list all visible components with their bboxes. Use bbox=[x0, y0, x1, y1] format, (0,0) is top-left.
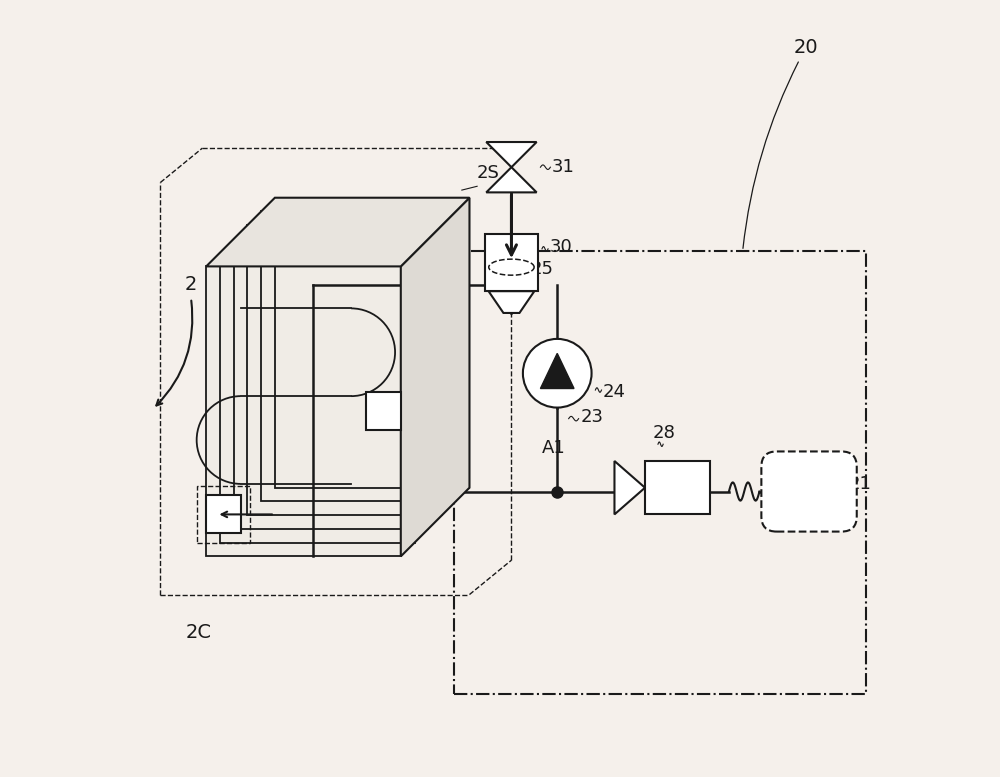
Text: 22: 22 bbox=[374, 455, 397, 472]
Text: 24: 24 bbox=[603, 383, 626, 401]
Polygon shape bbox=[540, 354, 574, 388]
Text: 30: 30 bbox=[550, 239, 572, 256]
Bar bbox=[454, 251, 866, 694]
Text: 2S: 2S bbox=[477, 165, 500, 183]
FancyBboxPatch shape bbox=[761, 451, 857, 531]
Text: A1: A1 bbox=[542, 439, 565, 457]
Circle shape bbox=[523, 339, 592, 408]
Bar bbox=[197, 486, 250, 542]
Text: 2: 2 bbox=[185, 275, 197, 294]
Polygon shape bbox=[486, 167, 537, 193]
Polygon shape bbox=[206, 267, 401, 556]
Polygon shape bbox=[275, 197, 469, 488]
Bar bbox=[366, 392, 401, 430]
Polygon shape bbox=[614, 461, 645, 514]
Polygon shape bbox=[206, 197, 469, 267]
Text: 2B: 2B bbox=[266, 379, 455, 438]
Polygon shape bbox=[486, 142, 537, 167]
Text: 28: 28 bbox=[653, 424, 676, 442]
Text: 23: 23 bbox=[580, 408, 603, 426]
Text: 21: 21 bbox=[849, 475, 872, 493]
Polygon shape bbox=[247, 225, 442, 515]
Text: 25: 25 bbox=[531, 260, 554, 277]
Polygon shape bbox=[234, 239, 428, 529]
Text: 20: 20 bbox=[743, 38, 818, 249]
Polygon shape bbox=[401, 197, 469, 556]
Text: 31: 31 bbox=[552, 159, 575, 176]
Text: 2C: 2C bbox=[186, 623, 212, 643]
Polygon shape bbox=[261, 211, 456, 501]
Bar bbox=[645, 461, 710, 514]
Polygon shape bbox=[489, 291, 534, 313]
Text: 33: 33 bbox=[241, 249, 264, 267]
Polygon shape bbox=[220, 253, 415, 542]
Bar bbox=[485, 234, 538, 291]
Bar bbox=[206, 495, 241, 534]
